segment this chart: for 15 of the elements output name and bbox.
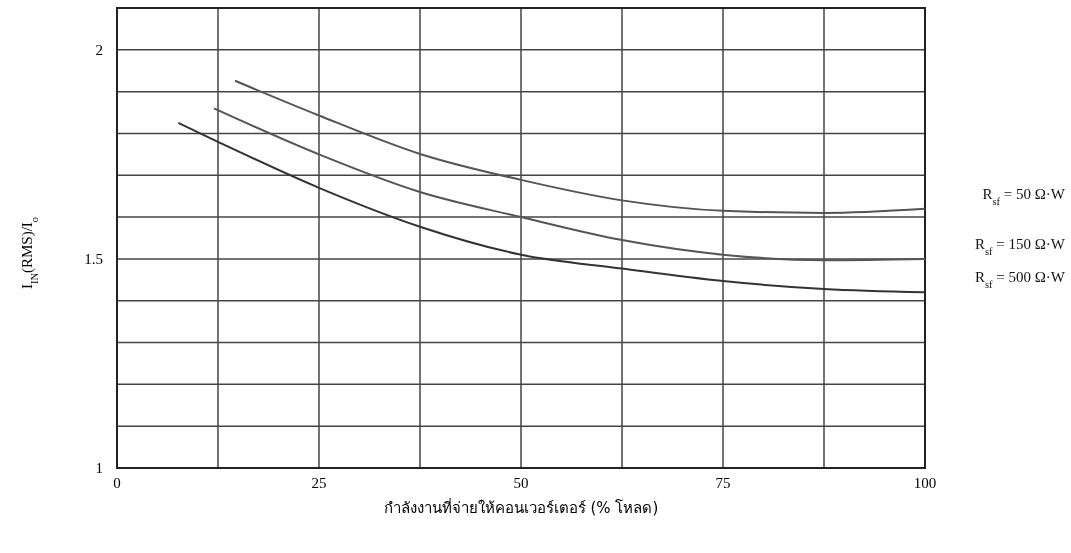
x-tick-label: 0 [113,475,121,491]
text: R$_{sf}$ = 500 Ω·W [974,269,1066,290]
y-tick-label: 2 [95,41,103,58]
text: R$_{sf}$ = 150 Ω·W [974,235,1066,257]
y-tick-label: 1 [95,460,103,476]
x-tick-label: 25 [311,475,327,491]
text: R$_{sf}$ = 50 Ω·W [982,185,1066,207]
y-tick-label: 1.5 [84,250,103,267]
line-series [212,107,926,262]
x-axis-title: กำลังงานที่จ่ายให้คอนเวอร์เตอร์ (% โหลด) [383,497,659,517]
x-tick-label: 50 [513,475,529,491]
x-tick-label: 75 [715,475,731,491]
line-series [233,79,926,214]
line-series [177,122,926,294]
x-tick-label: 100 [913,475,937,491]
